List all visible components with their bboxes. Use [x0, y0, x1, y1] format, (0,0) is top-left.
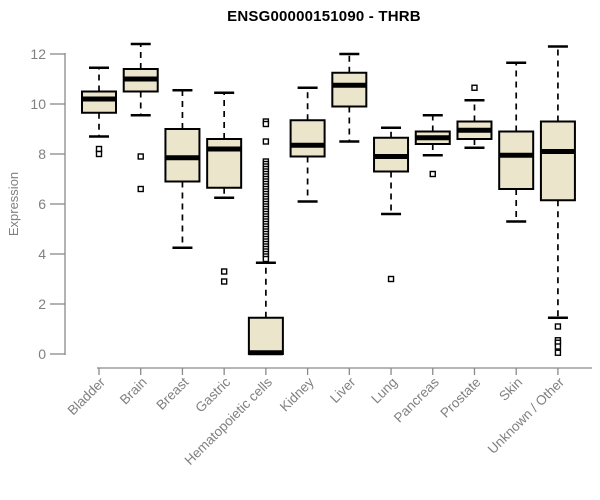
y-axis-tick-label-4: 4 — [38, 246, 46, 262]
box-liver — [331, 71, 368, 108]
box-bladder — [81, 90, 117, 114]
outlier-point-hematopoietic-cells — [262, 255, 270, 263]
outlier-point-hematopoietic-cells — [262, 120, 270, 128]
x-axis-label-lung: Lung — [368, 375, 400, 407]
y-axis-tick-label-10: 10 — [30, 96, 46, 112]
x-axis-label-skin: Skin — [496, 375, 525, 404]
y-axis-tick-label-6: 6 — [38, 196, 46, 212]
chart-title: ENSG00000151090 - THRB — [227, 8, 421, 25]
outlier-point-prostate — [471, 84, 478, 91]
outlier-point-pancreas — [429, 170, 436, 178]
x-axis-label-liver: Liver — [327, 374, 359, 406]
box-hematopoietic-cells — [247, 316, 284, 355]
x-axis-label-unknown-other: Unknown / Other — [485, 374, 568, 457]
outlier-point-brain — [137, 153, 144, 160]
outlier-point-gastric — [220, 268, 228, 275]
outlier-point-unknown-other — [554, 343, 562, 350]
x-axis-label-brain: Brain — [117, 375, 150, 408]
x-axis-label-prostate: Prostate — [437, 375, 483, 421]
x-axis-label-breast: Breast — [153, 374, 191, 412]
x-axis-label-gastric: Gastric — [192, 374, 233, 415]
box-gastric — [206, 138, 243, 189]
outlier-point-gastric — [220, 278, 228, 285]
x-axis-label-kidney: Kidney — [277, 374, 317, 414]
outlier-point-bladder — [95, 145, 103, 153]
box-kidney — [289, 119, 326, 158]
outlier-point-unknown-other — [554, 349, 562, 356]
y-axis-tick-label-8: 8 — [38, 146, 46, 162]
outlier-point-bladder — [95, 150, 103, 158]
y-axis-tick-label-12: 12 — [30, 46, 46, 62]
x-axis-label-pancreas: Pancreas — [391, 374, 442, 425]
outlier-point-unknown-other — [554, 323, 562, 330]
y-axis-tick-label-0: 0 — [38, 346, 46, 362]
y-axis-tick-label-2: 2 — [38, 296, 46, 312]
x-axis-label-bladder: Bladder — [65, 374, 109, 418]
box-unknown-other — [539, 120, 576, 202]
outlier-point-lung — [387, 275, 395, 283]
outlier-point-brain — [137, 185, 144, 193]
outlier-point-hematopoietic-cells — [262, 138, 270, 145]
box-skin — [498, 130, 535, 190]
